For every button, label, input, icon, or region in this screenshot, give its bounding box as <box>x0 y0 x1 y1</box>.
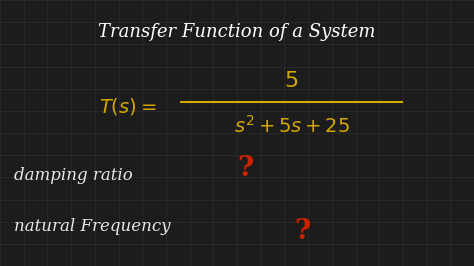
Text: $\mathit{T(s)}=$: $\mathit{T(s)}=$ <box>99 96 157 117</box>
Text: $\mathit{s^2+5s+25}$: $\mathit{s^2+5s+25}$ <box>234 115 349 136</box>
Text: ?: ? <box>237 155 253 182</box>
Text: Transfer Function of a System: Transfer Function of a System <box>98 23 376 41</box>
Text: ?: ? <box>294 218 310 245</box>
Text: natural Frequency: natural Frequency <box>14 218 171 235</box>
Text: $\mathit{5}$: $\mathit{5}$ <box>284 70 299 92</box>
Text: damping ratio: damping ratio <box>14 167 133 184</box>
